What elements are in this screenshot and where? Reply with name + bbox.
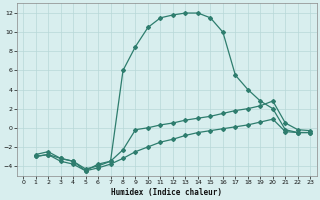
X-axis label: Humidex (Indice chaleur): Humidex (Indice chaleur) (111, 188, 222, 197)
